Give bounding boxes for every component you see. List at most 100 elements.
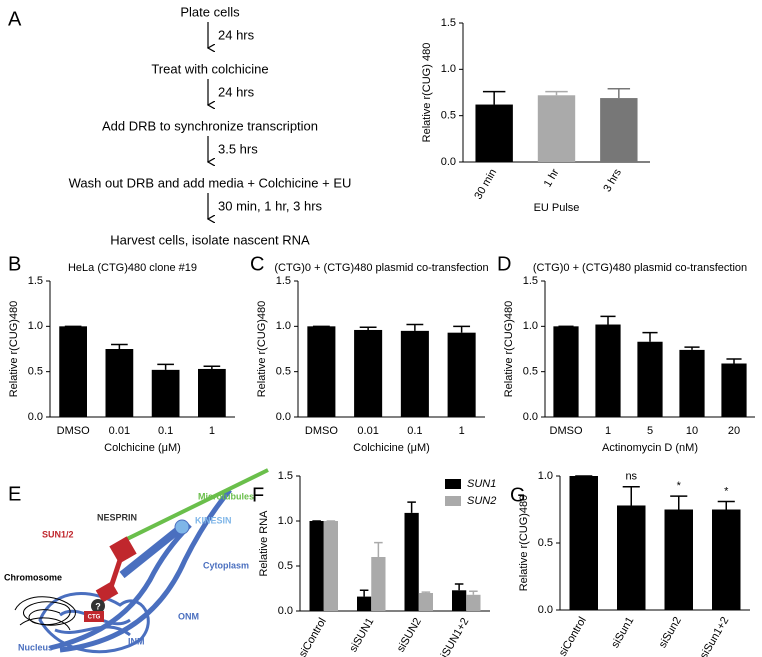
y-axis-label: Relative r(CUG)480	[518, 495, 530, 592]
error-bar	[726, 358, 742, 364]
label: SUN1/2	[42, 529, 74, 539]
x-tick-label: DMSO	[305, 425, 338, 437]
label: Nucleus	[18, 642, 53, 652]
flow-interval: 3.5 hrs	[218, 141, 258, 156]
label: NESPRIN	[97, 512, 137, 522]
x-tick-label: 10	[686, 425, 698, 437]
error-bar	[469, 590, 478, 595]
bar	[475, 104, 513, 162]
bar	[151, 369, 180, 417]
x-tick-label: 30 min	[472, 167, 499, 202]
y-tick-label: 0.5	[278, 560, 293, 572]
bar	[466, 594, 481, 611]
x-tick-label: siSUN1	[347, 616, 376, 654]
y-tick-label: 0.0	[441, 156, 456, 168]
panel-letter: G	[510, 484, 526, 506]
bar	[198, 368, 226, 417]
x-tick-label: 0.1	[407, 425, 422, 437]
y-tick-label: 0.5	[523, 366, 538, 378]
bar	[553, 326, 579, 417]
y-tick-label: 1.0	[538, 470, 553, 482]
y-tick-label: 1.0	[278, 515, 293, 527]
error-bar	[642, 331, 658, 342]
flow-interval: 30 min, 1 hr, 3 hrs	[218, 198, 323, 213]
bar	[679, 349, 705, 417]
x-axis-label: Actinomycin D (nM)	[602, 442, 698, 454]
y-tick-label: 1.5	[278, 470, 293, 482]
panel-letter: F	[252, 484, 264, 506]
bar	[307, 326, 336, 417]
panel-letter: D	[497, 253, 511, 275]
label: Chromosome	[4, 572, 62, 582]
bar	[637, 341, 663, 417]
y-axis-label: Relative r(CUG)480	[503, 301, 515, 398]
y-axis-label: Relative r(CUG)480	[256, 301, 268, 398]
y-tick-label: 1.0	[523, 320, 538, 332]
chromosome	[14, 596, 76, 631]
bar	[712, 509, 741, 610]
bar	[569, 476, 598, 610]
bar	[309, 521, 324, 611]
error-bar	[545, 90, 568, 96]
error-bar	[717, 500, 735, 510]
inm	[49, 523, 192, 651]
x-tick-label: siSun1+2	[698, 615, 731, 657]
y-axis-label: Relative RNA	[258, 510, 270, 577]
panel-letter: A	[8, 8, 22, 30]
bar	[105, 349, 134, 417]
y-axis-label: Relative r(CUG) 480	[421, 43, 433, 143]
bar	[664, 509, 693, 610]
x-tick-label: 0.1	[158, 425, 173, 437]
x-tick-label: DMSO	[57, 425, 90, 437]
label: ?	[95, 601, 101, 611]
nesprin	[119, 523, 185, 579]
chart-title: (CTG)0 + (CTG)480 plasmid co-transfectio…	[274, 262, 488, 274]
label: CTG	[88, 615, 101, 621]
error-bar	[684, 346, 700, 350]
error-bar	[453, 325, 471, 333]
bar	[418, 593, 433, 611]
bar	[721, 363, 747, 417]
y-tick-label: 0.5	[276, 366, 291, 378]
x-tick-label: siSun1	[609, 615, 636, 650]
y-tick-label: 0.5	[538, 537, 553, 549]
x-tick-label: 0.01	[357, 425, 378, 437]
label: INM	[128, 636, 145, 646]
error-bar	[482, 90, 506, 105]
y-tick-label: 0.5	[441, 110, 456, 122]
error-bar	[607, 88, 631, 99]
y-tick-label: 1.0	[28, 320, 43, 332]
x-axis-label: Colchicine (μM)	[353, 442, 430, 454]
unknown-factor	[91, 599, 105, 613]
y-tick-label: 1.0	[276, 320, 291, 332]
x-tick-label: 1	[209, 425, 215, 437]
y-tick-label: 1.5	[28, 275, 43, 287]
x-tick-label: 1 hr	[542, 167, 562, 190]
error-bar	[374, 541, 383, 557]
flow-interval: 24 hrs	[218, 27, 255, 42]
bar	[600, 98, 638, 162]
error-bar	[421, 591, 431, 593]
chart-title: HeLa (CTG)480 clone #19	[68, 262, 197, 274]
bar	[354, 329, 383, 417]
y-tick-label: 0.5	[28, 366, 43, 378]
sun-protein	[109, 536, 137, 564]
x-tick-label: DMSO	[550, 425, 583, 437]
flow-step: Harvest cells, isolate nascent RNA	[110, 232, 310, 247]
flow-step: Treat with colchicine	[151, 61, 268, 76]
error-bar	[622, 485, 640, 506]
bar	[617, 505, 646, 610]
flow-interval: 24 hrs	[218, 84, 255, 99]
sun-protein	[95, 581, 119, 603]
y-axis-label: Relative r(CUG)480	[8, 301, 20, 398]
diagram: E Microtubules KINESIN NESPRIN SUN1/2 Cy…	[4, 468, 269, 654]
y-tick-label: 0.0	[278, 605, 293, 617]
y-tick-label: 1.5	[441, 17, 456, 29]
bar	[404, 512, 419, 611]
bar	[357, 596, 372, 611]
error-bar	[157, 363, 174, 370]
bar	[59, 326, 87, 417]
bar	[400, 330, 429, 417]
x-tick-label: 20	[728, 425, 740, 437]
